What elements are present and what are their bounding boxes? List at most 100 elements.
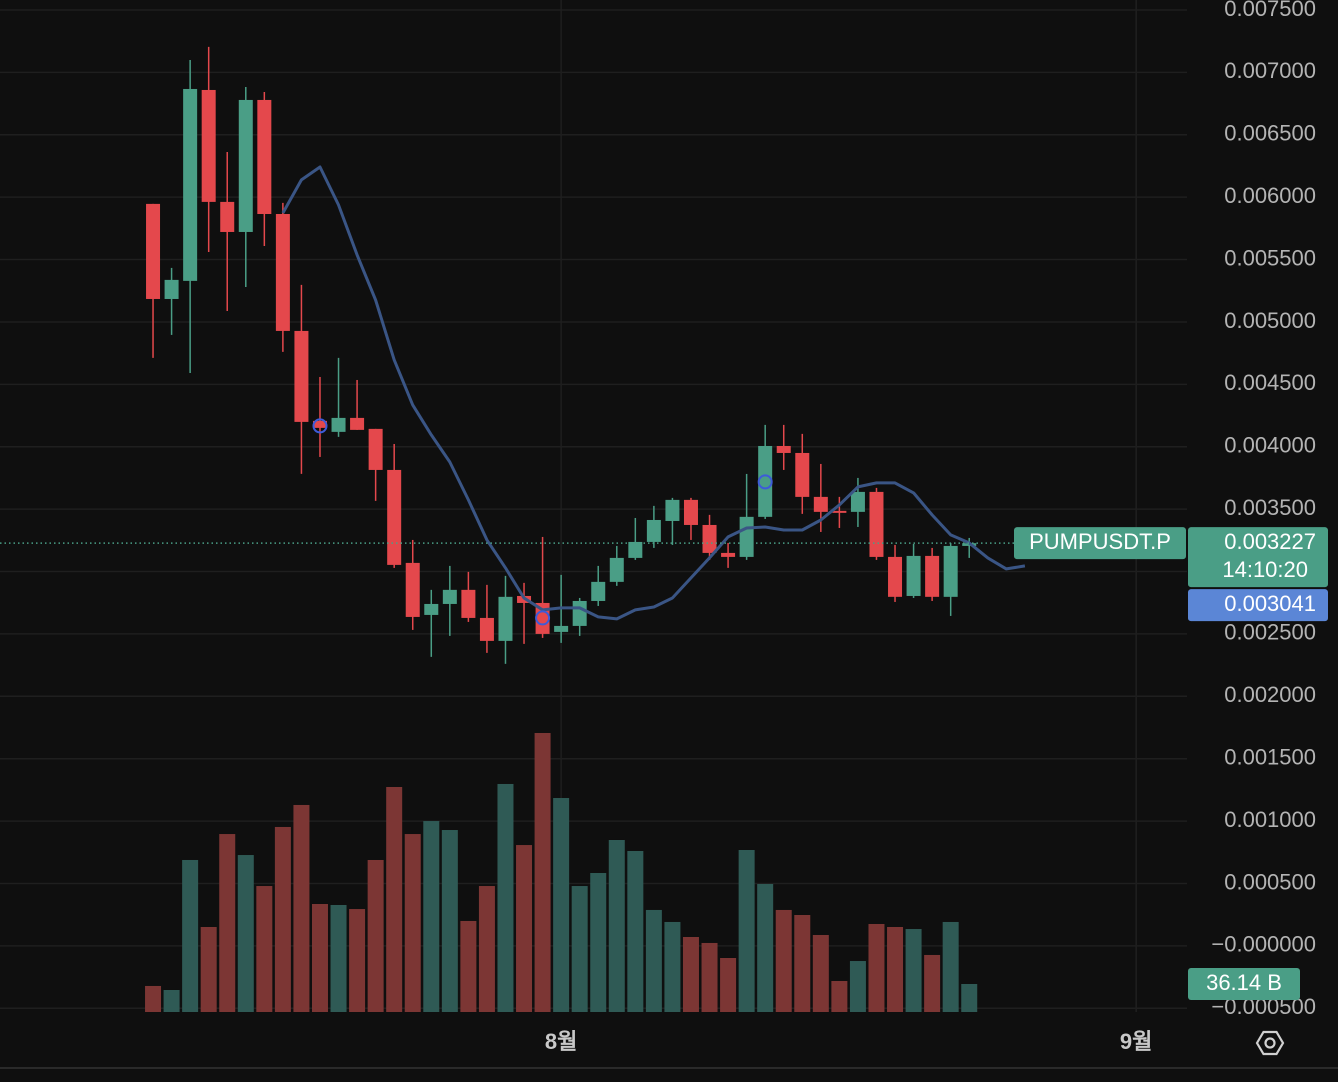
candle-body: [943, 545, 958, 597]
candle-body: [758, 445, 773, 517]
candle-body: [702, 524, 717, 553]
signal-marker: [757, 474, 773, 490]
symbol-box: [1014, 527, 1186, 560]
candle-body: [479, 617, 494, 641]
candle-body: [683, 499, 698, 525]
marker-price-box: [1188, 589, 1328, 622]
volume-bar: [516, 845, 533, 1012]
volume-layer: [145, 733, 978, 1012]
candle-body: [368, 428, 383, 470]
volume-bar: [942, 921, 959, 1012]
candle-body: [906, 555, 921, 596]
candle-body: [925, 555, 940, 597]
candle-body: [795, 452, 810, 497]
candle-body: [721, 552, 736, 557]
candle-body: [238, 99, 253, 232]
last-price-box: [1188, 527, 1328, 588]
volume-bar: [534, 733, 551, 1012]
volume-bar: [849, 961, 866, 1012]
volume-bar: [738, 849, 755, 1012]
settings-hexagon: [1255, 1030, 1285, 1056]
candle-body: [442, 589, 457, 604]
candle-body: [646, 519, 661, 542]
volume-bar: [961, 983, 978, 1012]
y-tick-label: 0.002000: [1224, 682, 1316, 707]
candle-body: [424, 603, 439, 615]
x-tick-label: 9월: [1120, 1029, 1152, 1054]
candle-body: [220, 201, 235, 232]
volume-bar: [868, 923, 885, 1012]
settings-dot: [1264, 1037, 1276, 1049]
volume-bar: [553, 798, 570, 1012]
volume-bar: [905, 929, 922, 1012]
marker-price-label: 0.003041: [1224, 591, 1316, 616]
volume-label-box: [1188, 967, 1300, 1000]
volume-bar: [460, 920, 477, 1012]
volume-bar: [627, 850, 644, 1012]
axis-layer: 0.007500 0.007000 0.006500 0.006000 0.005500…: [545, 0, 1328, 1054]
candle-body: [164, 279, 179, 299]
volume-bar: [720, 957, 737, 1012]
volume-bar: [293, 804, 310, 1012]
candle-body: [869, 491, 884, 557]
volume-bar: [256, 886, 273, 1012]
volume-bar: [812, 934, 829, 1012]
volume-label: 36.14 B: [1206, 970, 1282, 995]
volume-bar: [182, 859, 199, 1012]
candle-body: [312, 420, 327, 428]
settings-icon[interactable]: [1255, 1030, 1285, 1056]
y-tick-label: 0.002500: [1224, 620, 1316, 645]
candle-body: [591, 581, 606, 601]
volume-bar: [497, 783, 514, 1012]
y-tick-label: 0.000500: [1224, 869, 1316, 894]
candle-body: [850, 491, 865, 512]
y-tick-label: 0.007000: [1224, 58, 1316, 83]
volume-bar: [386, 787, 403, 1012]
candle-body: [739, 516, 754, 557]
y-tick-label: −0.000000: [1211, 932, 1316, 957]
volume-bar: [163, 989, 180, 1012]
volume-bar: [701, 942, 718, 1012]
volume-bar: [349, 909, 366, 1012]
volume-bar: [794, 914, 811, 1012]
x-tick-label: 8월: [545, 1029, 577, 1054]
countdown-label: 14:10:20: [1222, 557, 1308, 582]
y-tick-label: 0.005000: [1224, 308, 1316, 333]
volume-bar: [237, 855, 254, 1012]
signal-marker: [312, 418, 328, 434]
candle-body: [350, 417, 365, 430]
y-tick-label: 0.006000: [1224, 183, 1316, 208]
candle-body: [628, 541, 643, 558]
volume-bar: [274, 826, 291, 1012]
y-tick-label: 0.003500: [1224, 495, 1316, 520]
volume-bar: [219, 834, 236, 1012]
volume-bar: [757, 884, 774, 1012]
candle-body: [609, 557, 624, 582]
volume-bar: [330, 905, 347, 1012]
y-tick-label: 0.006500: [1224, 121, 1316, 146]
volume-bar: [478, 886, 495, 1012]
candle-body: [257, 99, 272, 215]
volume-bar: [145, 985, 162, 1012]
last-price-label: 0.003227: [1224, 529, 1316, 554]
y-tick-label: 0.007500: [1224, 0, 1316, 21]
candle-body: [572, 600, 587, 626]
y-tick-label: 0.004000: [1224, 433, 1316, 458]
volume-bar: [404, 834, 421, 1012]
volume-bar: [423, 821, 440, 1012]
volume-bar: [311, 903, 328, 1012]
y-tick-label: 0.004500: [1224, 370, 1316, 395]
candle-layer: [146, 46, 977, 664]
y-tick-label: 0.001000: [1224, 807, 1316, 832]
symbol-label: PUMPUSDT.P: [1029, 529, 1171, 554]
volume-bar: [645, 909, 662, 1012]
volume-bar: [608, 839, 625, 1012]
volume-bar: [831, 981, 848, 1012]
candle-body: [776, 445, 791, 453]
volume-bar: [924, 954, 941, 1012]
volume-bar: [200, 927, 217, 1012]
candle-body: [665, 499, 680, 521]
signal-marker: [535, 610, 551, 626]
candle-body: [183, 88, 198, 281]
